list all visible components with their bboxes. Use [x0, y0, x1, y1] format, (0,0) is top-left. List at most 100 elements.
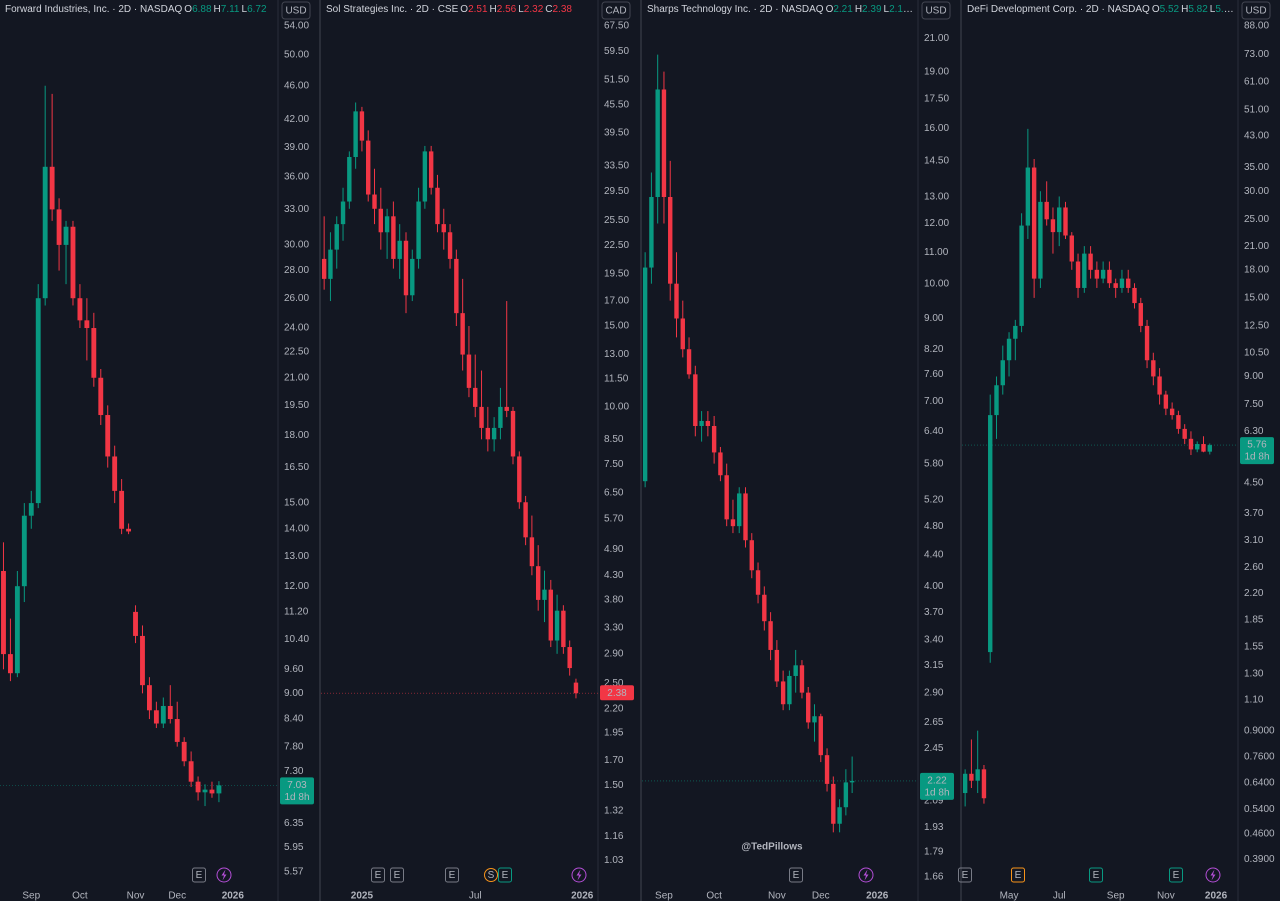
event-label: E	[1093, 870, 1100, 881]
candle-body	[1006, 338, 1012, 361]
y-tick-label: 2.60	[1244, 562, 1264, 573]
candle-body	[994, 385, 999, 416]
ohlc-value: 2.39	[862, 4, 882, 15]
candle-body	[485, 427, 491, 440]
symbol-title: Forward Industries, Inc. · 2D · NASDAQ	[5, 4, 183, 15]
candle-body	[504, 406, 509, 411]
candle-body	[768, 621, 773, 650]
candle-body	[454, 258, 459, 314]
candle-body	[774, 649, 780, 682]
watermark: @TedPillows	[741, 842, 803, 853]
candle-body	[174, 719, 180, 742]
candle-body	[195, 781, 201, 793]
candle-body	[981, 769, 987, 799]
panel-divider	[640, 0, 642, 901]
y-tick-label: 14.00	[284, 523, 309, 534]
candle-body	[209, 789, 215, 794]
candle-body	[140, 635, 145, 686]
y-tick-label: 4.50	[1244, 478, 1264, 489]
y-tick-label: 2.20	[1244, 588, 1264, 599]
ohlc-value: 6.88	[192, 4, 212, 15]
legend-header: Sol Strategies Inc. · 2D · CSE O2.51 H2.56…	[326, 3, 595, 17]
y-tick-label: 2.09	[924, 795, 944, 806]
candle-body	[787, 675, 792, 705]
news-icon	[858, 867, 874, 883]
candle-body	[133, 611, 138, 636]
currency: CAD	[605, 6, 626, 17]
candle-body	[529, 537, 535, 567]
candle-body	[498, 406, 503, 428]
y-tick-label: 16.50	[284, 462, 309, 473]
candle-body	[542, 589, 547, 600]
candle-body	[1207, 445, 1212, 452]
candle-body	[28, 503, 34, 516]
candle-body	[112, 456, 118, 491]
panel-divider	[960, 0, 962, 901]
last-price-tag	[920, 772, 954, 800]
y-tick-label: 10.50	[1244, 347, 1269, 358]
candle-body	[397, 240, 402, 259]
candle-body	[793, 665, 798, 676]
y-tick-label: 11.50	[604, 374, 629, 385]
candle-body	[7, 654, 13, 674]
y-tick-label: 2.65	[924, 717, 944, 728]
candle-body	[1050, 219, 1056, 233]
candle-body	[1, 570, 6, 655]
candle-body	[837, 807, 842, 824]
news-icon	[571, 867, 587, 883]
candle-body	[491, 427, 497, 440]
y-tick-label: 59.50	[604, 46, 629, 57]
ohlc-value: 2.21	[833, 4, 853, 15]
candle-body	[473, 387, 478, 407]
candle-body	[780, 681, 786, 705]
candle-body	[1144, 325, 1150, 361]
y-tick-label: 12.00	[284, 581, 309, 592]
y-tick-label: 1.03	[604, 855, 624, 866]
ohlc-label: C	[545, 4, 553, 15]
candle-body	[160, 705, 166, 724]
y-tick-label: 15.00	[284, 498, 309, 509]
candle-body	[1107, 269, 1112, 284]
candle-body	[762, 594, 767, 622]
y-tick-label: 61.00	[1244, 77, 1269, 88]
event-badge	[371, 867, 385, 883]
ohlc-value: 5.42	[1215, 4, 1235, 15]
y-tick-label: 51.00	[1244, 104, 1269, 115]
y-tick-label: 8.20	[924, 344, 944, 355]
ohlc-value: 6.72	[247, 4, 267, 15]
candle-body	[812, 716, 817, 723]
y-tick-label: 2.50	[604, 678, 624, 689]
event-badge	[390, 867, 404, 883]
y-tick-label: 14.50	[924, 156, 949, 167]
candle-body	[962, 773, 968, 794]
currency: USD	[925, 6, 946, 17]
symbol-title: DeFi Development Corp. · 2D · NASDAQ	[967, 4, 1150, 15]
candle-body	[831, 783, 836, 824]
last-price-value: 2.22	[927, 776, 947, 787]
candle-body	[693, 374, 698, 426]
y-tick-label: 7.50	[1244, 399, 1264, 410]
y-tick-label: 2.90	[924, 687, 944, 698]
y-tick-label: 12.50	[1244, 321, 1269, 332]
y-tick-label: 28.00	[284, 265, 309, 276]
candle-body	[567, 647, 572, 669]
y-tick-label: 33.00	[284, 204, 309, 215]
y-tick-label: 18.00	[284, 430, 309, 441]
candle-body	[818, 716, 823, 756]
candle-body	[366, 140, 371, 195]
y-tick-label: 7.30	[284, 766, 304, 777]
y-tick-label: 3.70	[1244, 508, 1264, 519]
candle-body	[435, 187, 440, 225]
event-label: E	[375, 870, 382, 881]
candle-body	[216, 785, 222, 794]
candle-body	[334, 224, 339, 250]
candle-body	[554, 610, 560, 641]
candle-body	[1013, 325, 1018, 339]
candle-body	[1000, 360, 1005, 386]
candle-body	[21, 515, 27, 587]
y-tick-label: 1.70	[604, 755, 624, 766]
x-tick-label: Sep	[1107, 891, 1125, 901]
y-tick-label: 11.20	[284, 607, 309, 618]
ohlc-label: L	[518, 4, 524, 15]
x-tick-label: 2026	[222, 891, 245, 901]
